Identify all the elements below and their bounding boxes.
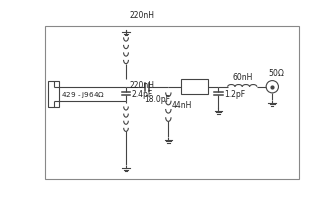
Text: 220nH: 220nH xyxy=(129,81,154,90)
Text: 18.0pF: 18.0pF xyxy=(144,94,170,103)
Text: 60nH: 60nH xyxy=(232,72,252,81)
Text: 50$\Omega$: 50$\Omega$ xyxy=(268,67,285,78)
Text: 220nH: 220nH xyxy=(129,11,154,20)
Text: 429 - j964$\Omega$: 429 - j964$\Omega$ xyxy=(61,89,106,99)
Bar xyxy=(181,80,208,95)
Bar xyxy=(48,81,59,107)
Text: 44nH: 44nH xyxy=(171,101,192,110)
Text: 1.2pF: 1.2pF xyxy=(224,90,245,99)
Text: 2.4pF: 2.4pF xyxy=(131,90,153,99)
